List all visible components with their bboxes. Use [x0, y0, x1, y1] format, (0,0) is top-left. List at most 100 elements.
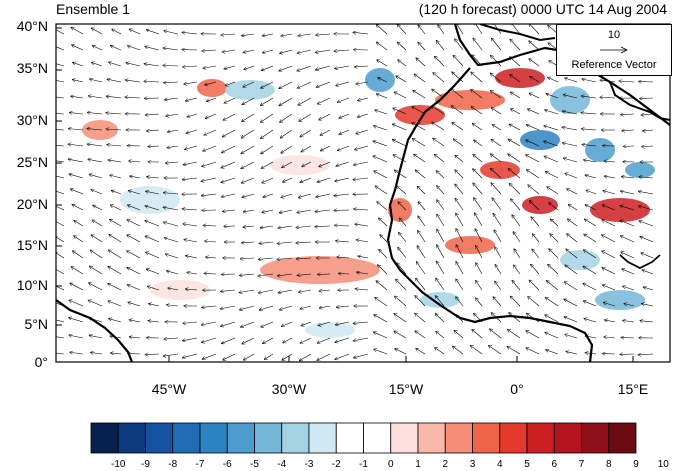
- wind-vector: [203, 65, 217, 68]
- wind-vector: [602, 220, 616, 227]
- wind-vector: [108, 160, 122, 163]
- wind-vector: [335, 65, 350, 69]
- wind-vector: [184, 81, 198, 84]
- wind-vector: [380, 235, 388, 243]
- wind-vector: [356, 81, 369, 84]
- wind-vector: [144, 64, 160, 67]
- wind-vector: [261, 97, 274, 105]
- wind-vector: [183, 224, 198, 227]
- wind-vector: [455, 198, 464, 211]
- wind-vector: [223, 210, 236, 211]
- wind-vector: [547, 187, 559, 195]
- wind-vector: [374, 315, 388, 323]
- wind-vector: [642, 270, 654, 275]
- wind-vector: [395, 296, 407, 307]
- wind-vector: [129, 337, 141, 338]
- wind-vector: [581, 113, 597, 114]
- wind-vector: [71, 96, 84, 98]
- wind-vector: [510, 75, 521, 83]
- wind-vector: [163, 65, 179, 66]
- wind-vector: [278, 225, 293, 228]
- wind-vector: [73, 251, 84, 259]
- wind-vector: [297, 209, 312, 213]
- wind-vector: [242, 242, 255, 243]
- wind-vector: [242, 34, 255, 36]
- wind-vector: [127, 285, 141, 291]
- wind-vector: [527, 314, 540, 323]
- wind-vector: [416, 278, 426, 291]
- wind-vector: [508, 330, 521, 339]
- wind-vector: [242, 97, 255, 104]
- wind-vector: [317, 337, 331, 343]
- lon-label-30w: 30°W: [271, 381, 307, 397]
- wind-vector: [492, 198, 502, 211]
- wind-vector: [242, 337, 255, 344]
- wind-vector: [206, 257, 217, 258]
- wind-vector: [163, 48, 179, 51]
- colorbar-swatch: [145, 422, 174, 454]
- wind-vector: [319, 113, 331, 120]
- wind-vector: [239, 289, 255, 293]
- lon-label-15e: 15°E: [617, 381, 649, 397]
- colorbar-swatch: [172, 422, 201, 454]
- wind-vector: [476, 246, 483, 259]
- anomaly-blob: [595, 290, 645, 310]
- wind-vector: [90, 79, 103, 83]
- wind-vector: [397, 263, 407, 275]
- anomaly-blob: [590, 198, 650, 222]
- wind-vectors: [56, 24, 654, 361]
- wind-vector: [144, 81, 160, 82]
- wind-vector: [300, 305, 312, 309]
- wind-vector: [528, 185, 540, 195]
- wind-vector: [335, 337, 350, 342]
- colorbar-swatch: [472, 422, 501, 454]
- wind-vector: [418, 25, 426, 35]
- wind-vector: [145, 206, 160, 211]
- wind-vector: [418, 202, 426, 211]
- wind-vector: [244, 353, 255, 360]
- wind-vector: [222, 145, 236, 153]
- wind-vector: [128, 205, 141, 211]
- wind-vector: [455, 39, 464, 51]
- wind-vector: [432, 89, 445, 99]
- wind-vector: [379, 250, 388, 259]
- wind-vector: [279, 81, 293, 89]
- wind-vector: [509, 313, 521, 323]
- wind-vector: [566, 249, 578, 259]
- wind-vector: [473, 169, 483, 179]
- wind-vector: [319, 161, 331, 167]
- wind-vector: [455, 155, 464, 163]
- anomaly-blob: [625, 162, 655, 178]
- wind-vector: [355, 66, 369, 67]
- wind-vector: [435, 296, 445, 307]
- colorbar-tick-label: 9: [633, 459, 639, 470]
- wind-vector: [435, 56, 445, 67]
- wind-vector: [129, 29, 141, 35]
- wind-vector: [491, 168, 502, 179]
- wind-vector: [624, 304, 635, 307]
- wind-vector: [201, 177, 217, 181]
- wind-vector: [415, 331, 426, 339]
- colorbar-tick-label: -3: [304, 459, 314, 470]
- wind-vector: [544, 141, 559, 147]
- wind-vector: [258, 258, 274, 259]
- wind-vector: [433, 73, 445, 83]
- wind-vector: [474, 314, 483, 323]
- wind-vector: [296, 242, 312, 243]
- wind-vector: [110, 220, 122, 227]
- wind-vector: [70, 283, 84, 291]
- colorbar-tick-label: 5: [524, 459, 530, 470]
- wind-vector: [434, 155, 445, 163]
- wind-vector: [623, 320, 635, 322]
- colorbar-swatch: [226, 422, 255, 454]
- wind-vector: [68, 159, 84, 163]
- wind-vector: [375, 298, 388, 307]
- wind-vector: [316, 193, 331, 197]
- wind-vector: [621, 114, 635, 115]
- wind-vector: [476, 263, 483, 275]
- wind-vector: [493, 214, 502, 227]
- wind-vector: [336, 81, 350, 86]
- wind-vector: [56, 29, 65, 35]
- wind-vector: [375, 110, 388, 115]
- wind-vector: [456, 213, 464, 227]
